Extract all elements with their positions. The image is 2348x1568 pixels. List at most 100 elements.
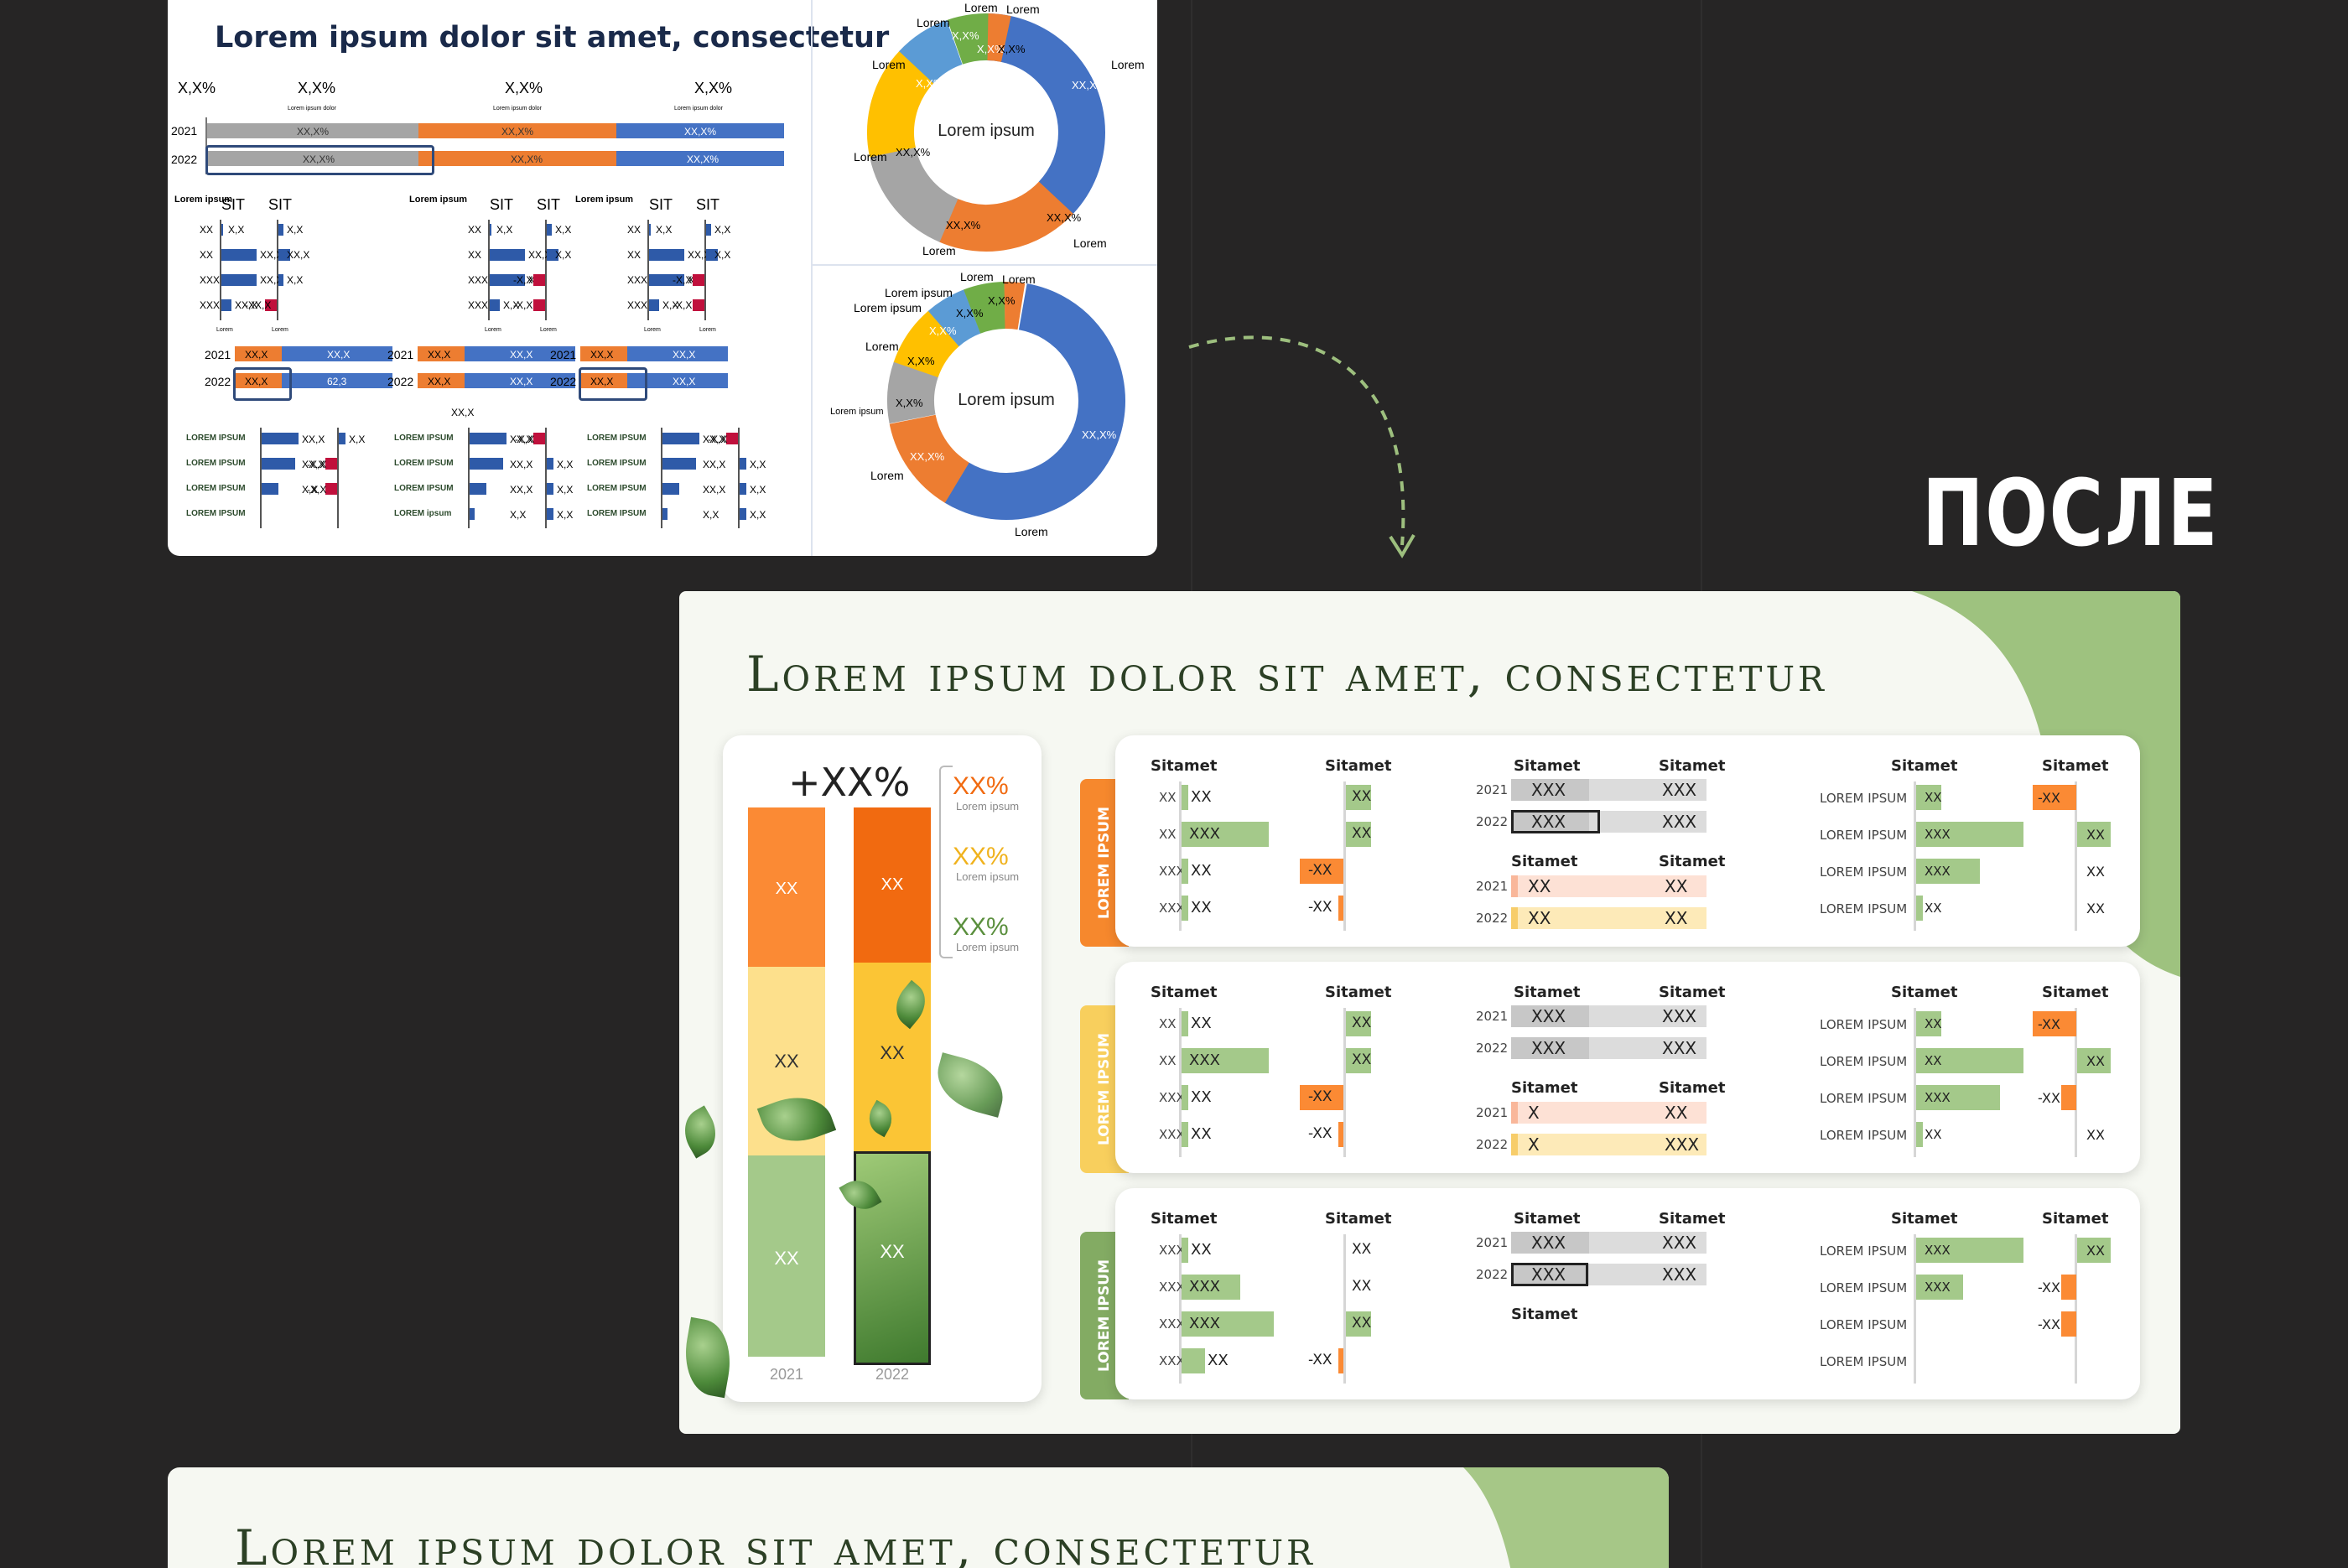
right-value: XX xyxy=(1352,1241,1372,1258)
col-header: Sitamet xyxy=(2042,984,2109,1001)
legend-label: Lorem ipsum xyxy=(956,941,1020,953)
decorative-curve xyxy=(1463,1467,1669,1568)
bottom-right-value: X,X xyxy=(557,459,574,470)
left-value: XX xyxy=(1191,899,1212,916)
col-header: Sitamet xyxy=(1659,1210,1726,1228)
col-header: Sitamet xyxy=(1514,757,1581,775)
mid-bar-orange xyxy=(580,346,627,361)
row-label: XX xyxy=(1159,827,1177,842)
axis-line xyxy=(1179,1234,1182,1384)
mid-value: XX,X xyxy=(245,376,268,387)
stack-year: 2022 xyxy=(875,1366,910,1383)
new-slide-title: Lorem ipsum dolor sit amet, consectetur xyxy=(746,646,1827,703)
orange-bar xyxy=(2061,1085,2076,1110)
bar-value: XX,X% xyxy=(686,153,719,165)
group-left-value: XX,X xyxy=(260,249,283,261)
donut1-value: XX,X% xyxy=(896,146,931,158)
group-right-value: -X,X xyxy=(673,274,693,286)
bar-value: XX xyxy=(1528,908,1551,928)
donut2-label: Lorem ipsum xyxy=(885,286,953,299)
col-header: Sitamet xyxy=(1151,984,1218,1001)
row-label: XX xyxy=(1159,790,1177,805)
top-header-1: X,X% xyxy=(298,80,336,96)
mid-value: XX,X xyxy=(510,349,533,361)
group-bar xyxy=(221,224,223,236)
bottom-bar xyxy=(262,433,299,444)
row-label: XXX xyxy=(1159,1090,1185,1105)
group-sit: SIT xyxy=(649,196,673,213)
green-bar xyxy=(1182,785,1188,810)
group-right-value: -X,X xyxy=(513,274,533,286)
green-bar xyxy=(1346,785,1371,810)
mid-value: 62,3 xyxy=(327,376,347,387)
gray-bar xyxy=(1589,1232,1706,1254)
left-value: XXX xyxy=(1925,1243,1951,1258)
top-year-2021: 2021 xyxy=(171,124,198,138)
group-row-label: XX xyxy=(627,249,642,261)
data-panel xyxy=(1115,1188,2140,1399)
left-value: XXX xyxy=(1925,827,1951,842)
axis-line xyxy=(1914,1234,1916,1384)
group-bar xyxy=(649,249,684,261)
donut1-value: X,X% xyxy=(998,43,1026,55)
bar-value: XXX xyxy=(1531,812,1566,832)
bottom-right-value: -X,X xyxy=(307,459,327,470)
donut1-label: Lorem xyxy=(1006,3,1040,16)
gray-bar xyxy=(1511,1005,1589,1027)
tint-bar xyxy=(1511,1134,1706,1155)
axis-line xyxy=(2075,781,2077,931)
bar-value: XXX xyxy=(1531,1264,1566,1285)
bottom-bar xyxy=(262,483,278,495)
group-bar xyxy=(278,249,290,261)
donut2-label: Lorem xyxy=(865,340,899,353)
col-header: Sitamet xyxy=(1325,757,1392,775)
green-bar xyxy=(1182,1085,1188,1110)
donut2-value: X,X% xyxy=(929,325,957,337)
donut1-value: X,X% xyxy=(916,77,943,90)
right-value: -XX xyxy=(1308,1125,1332,1142)
group-bar xyxy=(547,224,552,236)
top-sub-2: Lorem ipsum dolor xyxy=(493,106,542,112)
bottom-row-label: LOREM IPSUM xyxy=(394,459,454,468)
donut1-label: Lorem xyxy=(964,1,998,14)
stack-value: XX xyxy=(880,875,904,894)
bottom-bar xyxy=(740,483,746,495)
group-bar xyxy=(278,224,283,236)
left-value: XXX xyxy=(1189,1315,1220,1332)
bottom-bar-neg xyxy=(325,483,337,495)
bar-value: X xyxy=(1528,1134,1540,1155)
bottom-bar xyxy=(470,483,486,495)
bottom-right-value: X,X xyxy=(750,459,766,470)
bottom-left-value: XX,X xyxy=(510,484,533,496)
panel-tab-label: LOREM IPSUM xyxy=(1096,1259,1113,1372)
right-value: XX xyxy=(1352,825,1372,842)
year-label: 2021 xyxy=(1476,1235,1509,1250)
bottom-row-label: LOREM IPSUM xyxy=(186,484,246,493)
top-header-0: X,X% xyxy=(178,80,216,96)
bottom-left-value: X,X xyxy=(510,509,527,521)
bar-value: XXX xyxy=(1531,1006,1566,1026)
bottom-right-value: X,X xyxy=(750,484,766,496)
old-slide-title: Lorem ipsum dolor sit amet, consectetur xyxy=(215,21,890,55)
group-left-value: X,X xyxy=(503,299,520,311)
group-axis xyxy=(220,220,221,320)
growth-value: +XX% xyxy=(788,760,911,805)
green-bar xyxy=(2077,859,2084,884)
right-value: -XX xyxy=(1308,1352,1332,1368)
group-bar xyxy=(706,224,711,236)
group-bar xyxy=(547,249,558,261)
row-label: XXX xyxy=(1159,1353,1185,1368)
green-bar xyxy=(1182,859,1188,884)
donut1-label: Lorem xyxy=(1073,236,1107,250)
bottom-row-label: LOREM IPSUM xyxy=(587,459,647,468)
donut2-label: Lorem xyxy=(1002,273,1036,286)
left-value: XX xyxy=(1191,1088,1212,1106)
row-label: XX xyxy=(1159,1053,1177,1068)
left-value: XX xyxy=(1191,1241,1212,1259)
mid-bar-orange xyxy=(235,346,282,361)
highlight-box xyxy=(233,367,292,401)
gray-bar xyxy=(1511,779,1589,801)
group-row-label: XXX xyxy=(627,274,648,286)
bottom-bar xyxy=(262,458,295,470)
tint-accent xyxy=(1511,907,1518,929)
